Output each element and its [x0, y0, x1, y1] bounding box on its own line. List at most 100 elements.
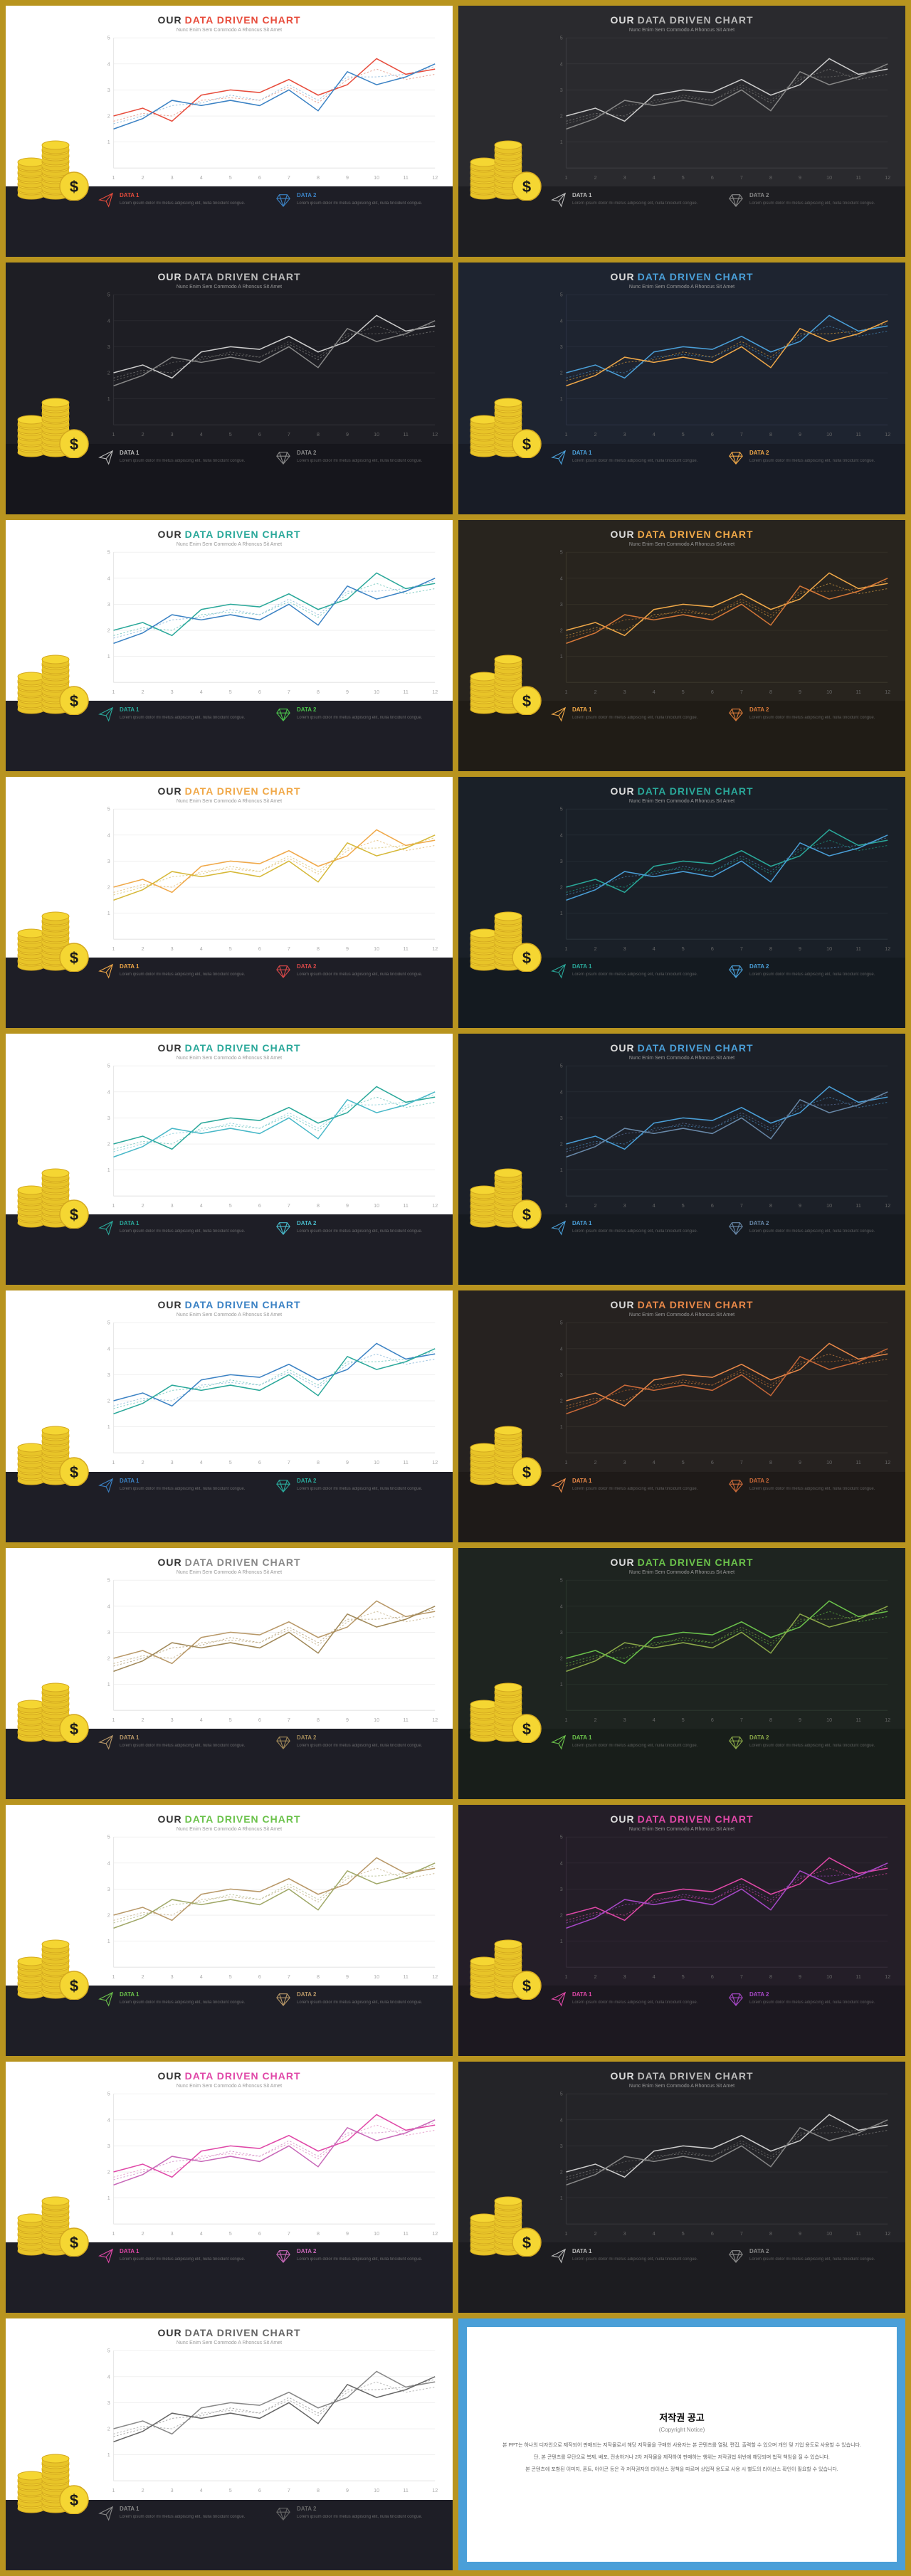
svg-text:7: 7: [740, 945, 743, 951]
svg-text:4: 4: [653, 1716, 655, 1722]
svg-text:2: 2: [107, 627, 110, 633]
svg-text:3: 3: [171, 1202, 174, 1209]
svg-text:5: 5: [229, 2230, 232, 2237]
svg-text:9: 9: [799, 1459, 801, 1465]
svg-text:10: 10: [826, 2230, 832, 2237]
legend-desc-1: Lorem ipsum dolor mi metus adipiscing el…: [120, 715, 261, 721]
svg-text:8: 8: [317, 2487, 320, 2493]
slide-title: OURDATA DRIVEN CHART: [20, 1813, 438, 1825]
svg-text:6: 6: [258, 431, 261, 438]
svg-text:8: 8: [317, 1716, 320, 1722]
svg-text:1: 1: [107, 1680, 110, 1687]
slide-subtitle: Nunc Enim Sem Commodo A Rhoncus Sit Amet: [20, 28, 438, 33]
slide-top: OURDATA DRIVEN CHART Nunc Enim Sem Commo…: [458, 1805, 905, 1986]
svg-text:2: 2: [594, 1459, 597, 1465]
legend-item-2: DATA 2 Lorem ipsum dolor mi metus adipis…: [275, 706, 438, 722]
title-accent: DATA DRIVEN CHART: [185, 2327, 301, 2338]
coin-stack-icon: $: [464, 879, 546, 972]
svg-text:9: 9: [346, 174, 349, 181]
slide-top: OURDATA DRIVEN CHART Nunc Enim Sem Commo…: [458, 520, 905, 701]
svg-text:11: 11: [403, 2487, 408, 2493]
slide-title: OURDATA DRIVEN CHART: [20, 785, 438, 797]
slide-top: OURDATA DRIVEN CHART Nunc Enim Sem Commo…: [6, 2318, 453, 2499]
svg-text:5: 5: [682, 431, 685, 438]
svg-text:2: 2: [560, 2168, 563, 2175]
slide-top: OURDATA DRIVEN CHART Nunc Enim Sem Commo…: [6, 2062, 453, 2242]
chart-area: 12345123456789101112: [551, 34, 891, 181]
chart-area: 12345123456789101112: [551, 2090, 891, 2237]
svg-text:9: 9: [799, 688, 801, 694]
paper-plane-icon: [98, 1478, 114, 1493]
title-accent: DATA DRIVEN CHART: [638, 271, 754, 282]
svg-text:12: 12: [432, 174, 438, 181]
svg-text:6: 6: [258, 688, 261, 694]
svg-text:4: 4: [653, 431, 655, 438]
svg-text:5: 5: [107, 2348, 110, 2354]
slide-10: OURDATA DRIVEN CHART Nunc Enim Sem Commo…: [458, 1034, 905, 1285]
svg-text:4: 4: [200, 1202, 203, 1209]
coin-stack-icon: $: [11, 2164, 93, 2257]
svg-text:$: $: [70, 178, 78, 196]
svg-text:2: 2: [142, 945, 144, 951]
svg-text:10: 10: [826, 1973, 832, 1979]
svg-text:4: 4: [560, 317, 563, 324]
svg-text:1: 1: [565, 431, 568, 438]
svg-text:8: 8: [317, 1459, 320, 1465]
paper-plane-icon: [551, 963, 567, 979]
legend-desc-1: Lorem ipsum dolor mi metus adipiscing el…: [120, 972, 261, 977]
svg-text:12: 12: [885, 1973, 890, 1979]
legend-desc-2: Lorem ipsum dolor mi metus adipiscing el…: [297, 1486, 438, 1492]
svg-text:4: 4: [653, 1202, 655, 1209]
svg-text:4: 4: [653, 1459, 655, 1465]
svg-text:10: 10: [826, 945, 832, 951]
diamond-icon: [275, 706, 291, 722]
title-our: OUR: [157, 1042, 181, 1054]
title-accent: DATA DRIVEN CHART: [638, 1042, 754, 1054]
svg-text:10: 10: [374, 688, 379, 694]
svg-text:5: 5: [682, 1202, 685, 1209]
paper-plane-icon: [98, 1220, 114, 1236]
legend-item-1: DATA 1 Lorem ipsum dolor mi metus adipis…: [98, 192, 261, 208]
slide-11: OURDATA DRIVEN CHART Nunc Enim Sem Commo…: [6, 1290, 453, 1542]
svg-text:8: 8: [769, 688, 772, 694]
svg-text:$: $: [522, 2234, 531, 2252]
svg-text:1: 1: [112, 688, 115, 694]
line-chart: 12345123456789101112: [98, 1319, 438, 1465]
diamond-icon: [275, 963, 291, 979]
svg-text:8: 8: [317, 2230, 320, 2237]
svg-text:12: 12: [885, 688, 890, 694]
legend-title-2: DATA 2: [297, 192, 438, 198]
svg-text:5: 5: [560, 34, 563, 41]
slide-title: OURDATA DRIVEN CHART: [473, 785, 891, 797]
legend-item-2: DATA 2 Lorem ipsum dolor mi metus adipis…: [275, 1220, 438, 1236]
svg-text:6: 6: [711, 1973, 714, 1979]
slide-9: OURDATA DRIVEN CHART Nunc Enim Sem Commo…: [6, 1034, 453, 1285]
svg-text:3: 3: [171, 945, 174, 951]
svg-text:11: 11: [855, 945, 860, 951]
chart-area: 12345123456789101112: [98, 291, 438, 438]
slide-16: OURDATA DRIVEN CHART Nunc Enim Sem Commo…: [458, 1805, 905, 2056]
svg-text:6: 6: [711, 1459, 714, 1465]
title-accent: DATA DRIVEN CHART: [185, 2070, 301, 2082]
svg-text:5: 5: [560, 292, 563, 298]
svg-text:$: $: [70, 949, 78, 967]
line-chart: 12345123456789101112: [551, 34, 891, 181]
legend-desc-2: Lorem ipsum dolor mi metus adipiscing el…: [749, 1229, 891, 1234]
line-chart: 12345123456789101112: [551, 805, 891, 952]
paper-plane-icon: [98, 2506, 114, 2521]
slide-subtitle: Nunc Enim Sem Commodo A Rhoncus Sit Amet: [473, 799, 891, 804]
slide-subtitle: Nunc Enim Sem Commodo A Rhoncus Sit Amet: [473, 1827, 891, 1832]
legend-desc-1: Lorem ipsum dolor mi metus adipiscing el…: [120, 2257, 261, 2262]
svg-text:6: 6: [711, 945, 714, 951]
svg-text:2: 2: [142, 2487, 144, 2493]
slide-4: OURDATA DRIVEN CHART Nunc Enim Sem Commo…: [458, 263, 905, 514]
title-accent: DATA DRIVEN CHART: [638, 14, 754, 26]
legend-title-2: DATA 2: [297, 1478, 438, 1484]
svg-text:7: 7: [288, 1459, 290, 1465]
legend-title-1: DATA 1: [572, 450, 714, 456]
diamond-icon: [728, 450, 744, 465]
svg-text:11: 11: [403, 1202, 408, 1209]
svg-text:12: 12: [885, 2230, 890, 2237]
svg-text:4: 4: [560, 1345, 563, 1352]
coin-stack-icon: $: [464, 2164, 546, 2257]
